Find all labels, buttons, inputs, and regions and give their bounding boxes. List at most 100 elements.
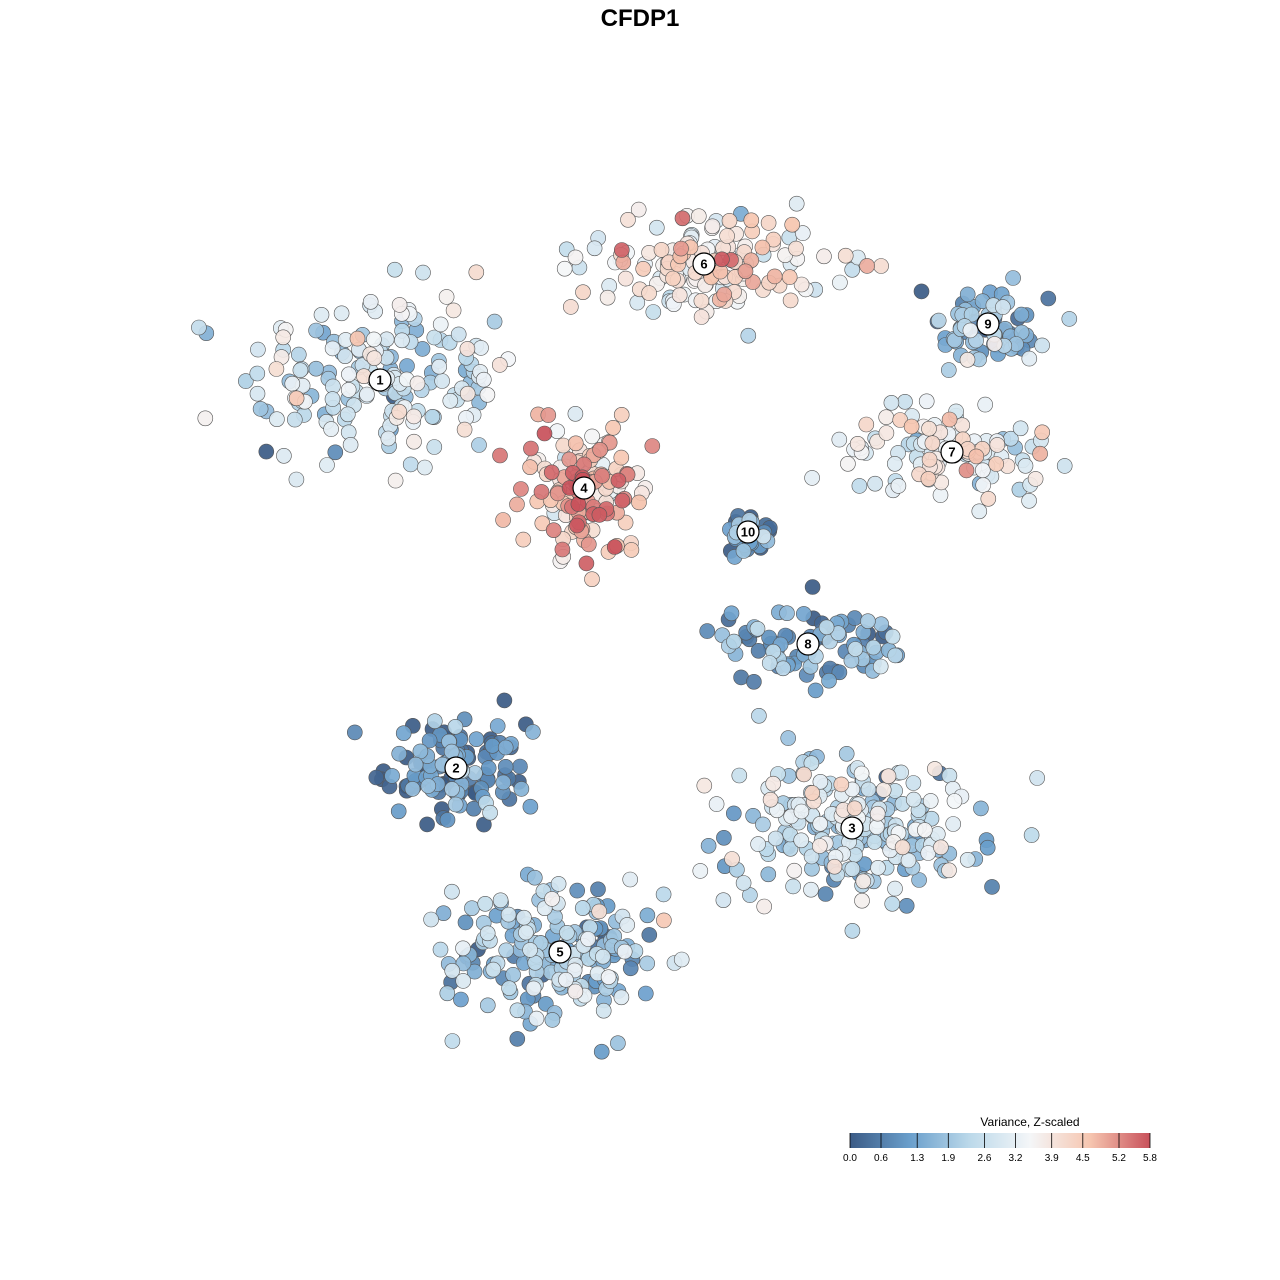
cell-point bbox=[404, 781, 421, 797]
cell-point bbox=[276, 447, 292, 464]
cell-point bbox=[930, 312, 947, 329]
cell-point bbox=[700, 837, 717, 854]
cell-point bbox=[751, 707, 767, 724]
cell-point bbox=[878, 409, 895, 426]
legend-tick-label: 3.2 bbox=[1009, 1153, 1023, 1164]
cell-point bbox=[971, 503, 988, 520]
cell-point bbox=[851, 478, 868, 494]
cell-point bbox=[567, 249, 584, 266]
cell-point bbox=[407, 756, 424, 773]
cell-point bbox=[613, 989, 630, 1006]
cell-point bbox=[391, 745, 408, 762]
cell-point bbox=[308, 360, 324, 377]
cell-point bbox=[578, 555, 595, 572]
cell-point bbox=[288, 390, 305, 407]
cell-point bbox=[426, 713, 443, 730]
cell-point bbox=[584, 571, 600, 588]
cell-point bbox=[269, 411, 285, 428]
cell-point bbox=[735, 543, 752, 559]
cell-point bbox=[554, 541, 571, 558]
cluster-label-text: 3 bbox=[848, 821, 855, 836]
cell-point bbox=[818, 619, 835, 636]
cell-point bbox=[648, 219, 665, 236]
cell-point bbox=[420, 778, 437, 794]
cell-point bbox=[558, 971, 574, 988]
cell-point bbox=[784, 216, 801, 233]
cell-point bbox=[897, 393, 913, 410]
cell-point bbox=[731, 767, 748, 784]
cell-point bbox=[550, 876, 567, 892]
cell-point bbox=[399, 358, 415, 374]
cell-point bbox=[455, 940, 471, 957]
cell-point bbox=[655, 886, 672, 903]
cell-point bbox=[362, 293, 379, 310]
cell-point bbox=[426, 329, 443, 346]
cell-point bbox=[696, 777, 713, 794]
cell-point bbox=[522, 798, 539, 815]
cell-point bbox=[795, 606, 812, 622]
cell-point bbox=[975, 477, 992, 493]
cell-point bbox=[1023, 827, 1040, 843]
cell-point bbox=[995, 299, 1011, 315]
cell-point bbox=[500, 906, 517, 923]
cell-point bbox=[959, 851, 976, 868]
cell-point bbox=[723, 605, 740, 622]
cell-point bbox=[674, 210, 691, 227]
cell-point bbox=[693, 293, 710, 309]
cluster-labels-layer: 1 2 3 4 5 6 7 8 9 10 bbox=[368, 252, 1000, 964]
cell-point bbox=[1032, 445, 1048, 462]
cell-point bbox=[645, 304, 662, 320]
cell-point bbox=[593, 1043, 610, 1060]
cell-point bbox=[471, 437, 487, 453]
cell-point bbox=[719, 228, 735, 244]
cell-point bbox=[518, 924, 534, 941]
cell-point bbox=[600, 969, 617, 986]
cell-point bbox=[191, 319, 207, 336]
cell-point bbox=[780, 730, 797, 746]
cell-point bbox=[284, 375, 301, 392]
cell-point bbox=[290, 346, 307, 363]
cell-point bbox=[528, 1010, 545, 1027]
cell-point bbox=[324, 391, 341, 407]
cell-point bbox=[926, 761, 943, 777]
cell-point bbox=[368, 769, 385, 786]
cell-point bbox=[395, 725, 412, 742]
cluster-label-text: 8 bbox=[804, 637, 811, 652]
cell-point bbox=[735, 875, 752, 891]
cell-point bbox=[869, 805, 886, 822]
cell-point bbox=[804, 785, 821, 801]
cell-point bbox=[479, 997, 496, 1014]
cell-point bbox=[477, 895, 494, 912]
cell-point bbox=[439, 812, 456, 828]
cell-point bbox=[941, 767, 958, 784]
cell-point bbox=[746, 673, 762, 690]
cell-point bbox=[854, 892, 870, 909]
cell-point bbox=[921, 451, 938, 468]
cell-point bbox=[444, 883, 460, 900]
cell-point bbox=[644, 438, 661, 454]
cell-point bbox=[905, 791, 922, 808]
legend-colorbar bbox=[850, 1133, 1150, 1148]
cell-point bbox=[333, 305, 350, 322]
cluster-label-circle bbox=[840, 816, 864, 840]
cell-point bbox=[525, 980, 542, 997]
cell-point bbox=[940, 362, 957, 378]
cell-point bbox=[673, 240, 689, 257]
cell-point bbox=[522, 459, 538, 476]
cell-point bbox=[495, 774, 512, 791]
cell-point bbox=[380, 430, 397, 447]
cluster-label-8: 8 bbox=[796, 632, 820, 656]
cell-point bbox=[690, 208, 707, 224]
cell-point bbox=[533, 484, 550, 500]
legend-tick-label: 3.9 bbox=[1045, 1153, 1059, 1164]
cell-point bbox=[342, 436, 359, 453]
cell-point bbox=[349, 330, 366, 347]
cell-point bbox=[794, 225, 811, 241]
cell-point bbox=[412, 743, 429, 760]
cell-point bbox=[623, 542, 640, 558]
cell-point bbox=[252, 401, 269, 417]
cell-point bbox=[894, 839, 911, 856]
cell-point bbox=[1013, 306, 1030, 323]
cell-point bbox=[1029, 770, 1045, 786]
